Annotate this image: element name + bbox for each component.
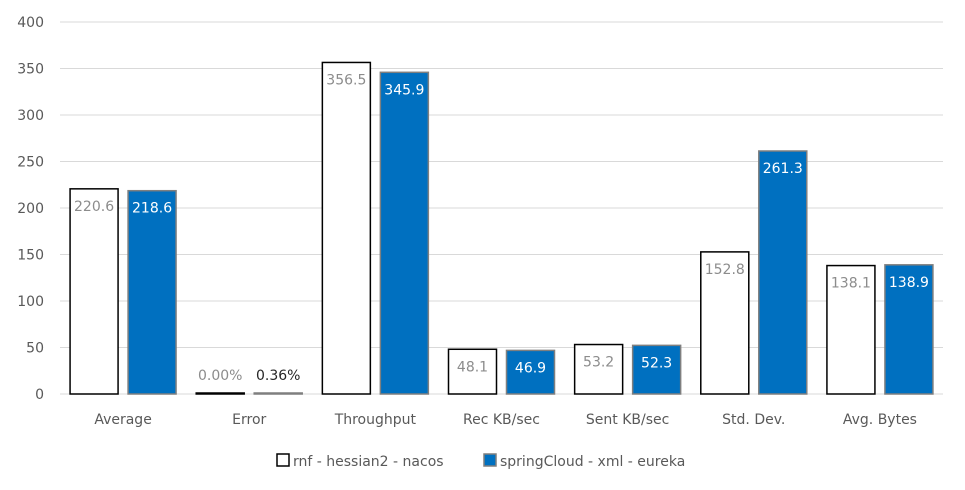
legend-swatch [483,453,497,467]
data-label: 220.6 [74,199,114,215]
y-tick-label: 0 [35,387,44,403]
data-label: 345.9 [384,82,424,98]
legend-swatch [276,453,290,467]
y-tick-label: 150 [17,248,44,264]
data-label: 53.2 [583,355,614,371]
bar-series-1 [826,264,876,395]
x-category-label: Std. Dev. [722,412,785,428]
gridlines [60,21,943,395]
data-label: 138.1 [831,276,871,292]
data-label: 138.9 [889,275,929,291]
x-category-label: Avg. Bytes [843,412,917,428]
bar-series-2 [884,264,934,395]
data-label: 52.3 [641,355,672,371]
bar-series-2 [379,71,430,395]
x-category-label: Sent KB/sec [586,412,669,428]
bar-series-2 [127,189,177,395]
y-tick-label: 300 [17,108,44,124]
y-tick-label: 100 [17,294,44,310]
y-tick-label: 350 [17,62,44,78]
bar-series-1 [321,61,372,395]
data-label: 261.3 [763,161,803,177]
data-labels: 220.6 218.6 0.00% 0.36% 356.5 345.9 48.1 46.9 53… [74,72,929,384]
data-label: 356.5 [326,72,366,88]
data-label: 218.6 [132,201,172,217]
bar-series-1 [700,251,750,395]
bars [69,61,934,395]
x-category-label: Average [94,412,152,428]
bar-series-1 [195,392,245,395]
legend: rnf - hessian2 - nacos springCloud - xml … [276,453,685,470]
bar-series-2 [505,349,556,395]
x-axis-categories: Average Error Throughput Rec KB/sec Sent KB/… [94,412,917,428]
data-label: 46.9 [515,360,546,376]
x-category-label: Rec KB/sec [463,412,540,428]
bar-series-2 [253,392,303,395]
bar-series-2 [758,150,808,395]
y-axis-ticks: 0 50 100 150 200 250 300 350 400 [17,15,44,403]
x-category-label: Throughput [334,412,417,428]
data-label: 0.00% [198,368,242,384]
bar-series-2 [631,344,682,395]
data-label: 0.36% [256,368,300,384]
data-label: 48.1 [457,359,488,375]
legend-label: rnf - hessian2 - nacos [293,454,444,470]
data-label: 152.8 [705,262,745,278]
bar-series-1 [69,188,119,395]
bar-series-1 [573,343,624,395]
legend-label: springCloud - xml - eureka [500,454,685,470]
x-category-label: Error [232,412,266,428]
bar-series-1 [447,348,498,395]
y-tick-label: 50 [26,341,44,357]
y-tick-label: 200 [17,201,44,217]
y-tick-label: 250 [17,155,44,171]
y-tick-label: 400 [17,15,44,31]
